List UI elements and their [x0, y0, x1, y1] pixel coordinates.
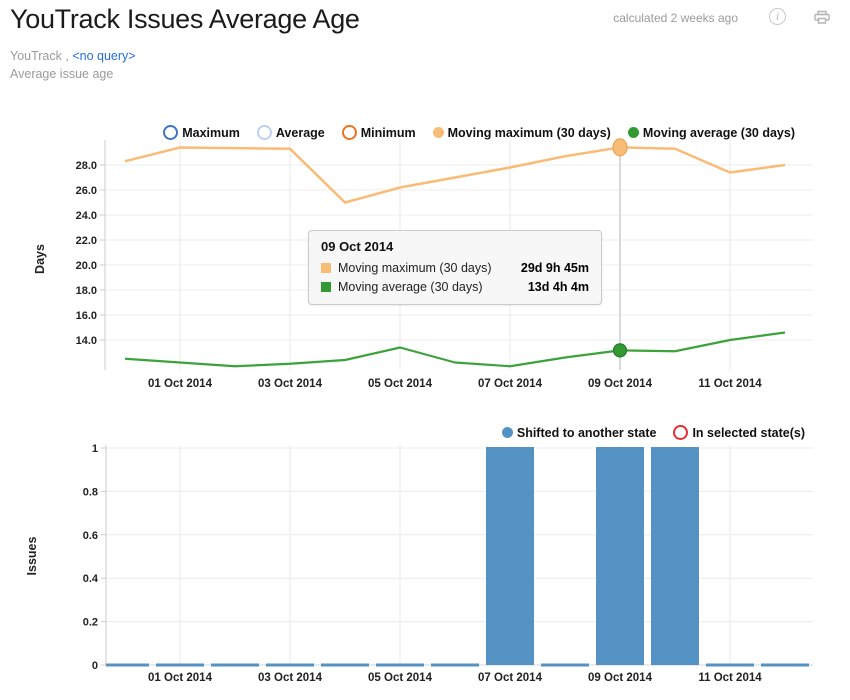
query-link[interactable]: <no query>: [72, 49, 136, 63]
tooltip-value: 29d 9h 45m: [520, 261, 589, 275]
y-tick-label: 16.0: [76, 310, 97, 322]
printer-icon: [814, 10, 830, 24]
y-tick-label: 28.0: [76, 160, 97, 172]
bar-zero-dash: [541, 663, 589, 667]
bar-zero-dash: [431, 663, 479, 667]
bar-zero-dash: [211, 663, 259, 667]
calculated-timestamp: calculated 2 weeks ago: [613, 11, 738, 25]
legend-item-moving-average[interactable]: Moving average (30 days): [627, 125, 795, 140]
print-button[interactable]: [813, 8, 831, 26]
tooltip-row-moving-average: Moving average (30 days) 13d 4h 4m: [321, 280, 589, 294]
series-line: [124, 331, 786, 368]
moving-maximum-highlight-marker[interactable]: [612, 138, 628, 157]
bar-zero-dash: [761, 663, 809, 667]
info-icon: i: [769, 8, 786, 25]
y-tick-label: 14.0: [76, 335, 97, 347]
legend-label-in-selected-state: In selected state(s): [692, 425, 805, 440]
y-tick-label: 0.8: [83, 486, 98, 498]
moving-maximum-swatch-icon: [321, 263, 331, 273]
legend-item-in-selected-state[interactable]: In selected state(s): [673, 425, 805, 440]
y-tick-label: 0: [92, 660, 98, 672]
legend-item-average[interactable]: Average: [256, 125, 325, 140]
moving-average-highlight-marker[interactable]: [612, 343, 628, 358]
tooltip-row-moving-maximum: Moving maximum (30 days) 29d 9h 45m: [321, 261, 589, 275]
x-tick-label: 11 Oct 2014: [698, 378, 762, 390]
report-description: Average issue age: [10, 67, 114, 81]
legend-item-shifted-state[interactable]: Shifted to another state: [501, 425, 657, 440]
x-tick-label: 05 Oct 2014: [368, 672, 433, 684]
tooltip-label: Moving maximum (30 days): [338, 261, 492, 275]
scope-project: YouTrack ,: [10, 49, 69, 63]
x-tick-label: 01 Oct 2014: [148, 672, 213, 684]
x-tick-label: 07 Oct 2014: [478, 672, 543, 684]
bar-shifted-state[interactable]: [486, 447, 534, 665]
chart-tooltip: 09 Oct 2014 Moving maximum (30 days) 29d…: [308, 230, 602, 305]
y-axis-title-issues: Issues: [25, 536, 39, 575]
info-button[interactable]: i: [769, 8, 787, 26]
bar-zero-dash: [376, 663, 424, 667]
x-tick-label: 03 Oct 2014: [258, 672, 323, 684]
legend-label-maximum: Maximum: [182, 125, 240, 140]
x-tick-label: 07 Oct 2014: [478, 378, 543, 390]
x-tick-label: 05 Oct 2014: [368, 378, 433, 390]
minimum-marker-icon: [341, 125, 357, 140]
in-selected-state-marker-icon: [673, 425, 689, 440]
y-tick-label: 1: [92, 443, 98, 455]
legend-label-moving-maximum: Moving maximum (30 days): [447, 125, 611, 140]
x-tick-label: 01 Oct 2014: [148, 378, 213, 390]
y-tick-label: 24.0: [76, 210, 97, 222]
y-tick-label: 0.4: [83, 573, 99, 585]
average-marker-icon: [256, 125, 272, 140]
bar-shifted-state[interactable]: [651, 447, 699, 665]
bar-shifted-state[interactable]: [596, 447, 644, 665]
issues-chart: 0 0.2 0.4 0.6 0.8 1 01 Oct 2014 03 Oct 2014 05 O…: [25, 443, 813, 684]
report-scope: YouTrack , <no query>: [10, 49, 136, 63]
x-tick-label: 03 Oct 2014: [258, 378, 323, 390]
legend-item-moving-maximum[interactable]: Moving maximum (30 days): [432, 125, 611, 140]
shifted-state-marker-icon: [501, 427, 513, 438]
moving-maximum-marker-icon: [432, 127, 444, 138]
x-tick-label: 11 Oct 2014: [698, 672, 762, 684]
x-tick-label: 09 Oct 2014: [588, 378, 653, 390]
x-tick-label: 09 Oct 2014: [588, 672, 653, 684]
moving-average-marker-icon: [627, 127, 639, 138]
y-tick-label: 18.0: [76, 285, 97, 297]
page-title: YouTrack Issues Average Age: [10, 4, 360, 34]
legend-label-moving-average: Moving average (30 days): [642, 125, 795, 140]
legend-item-maximum[interactable]: Maximum: [163, 125, 240, 140]
y-tick-label: 26.0: [76, 185, 97, 197]
moving-average-swatch-icon: [321, 282, 331, 292]
legend-item-minimum[interactable]: Minimum: [341, 125, 416, 140]
legend-label-minimum: Minimum: [360, 125, 416, 140]
legend-label-shifted-state: Shifted to another state: [516, 425, 657, 440]
issues-chart-legend: Shifted to another state In selected sta…: [501, 425, 805, 440]
y-axis-title-days: Days: [33, 244, 47, 274]
legend-label-average: Average: [275, 125, 325, 140]
y-tick-label: 0.6: [83, 530, 98, 542]
series-line: [124, 146, 786, 204]
bar-zero-dash: [706, 663, 754, 667]
maximum-marker-icon: [163, 125, 179, 140]
y-tick-label: 20.0: [76, 260, 97, 272]
y-tick-label: 0.2: [83, 617, 98, 629]
tooltip-date: 09 Oct 2014: [321, 239, 394, 254]
bar-zero-dash: [266, 663, 314, 667]
tooltip-label: Moving average (30 days): [338, 280, 483, 294]
bar-zero-dash: [106, 663, 149, 667]
y-tick-label: 22.0: [76, 235, 97, 247]
tooltip-value: 13d 4h 4m: [527, 280, 589, 294]
bar-zero-dash: [156, 663, 204, 667]
bar-zero-dash: [321, 663, 369, 667]
age-chart-legend: Maximum Average Minimum Moving maximum (…: [163, 125, 795, 140]
